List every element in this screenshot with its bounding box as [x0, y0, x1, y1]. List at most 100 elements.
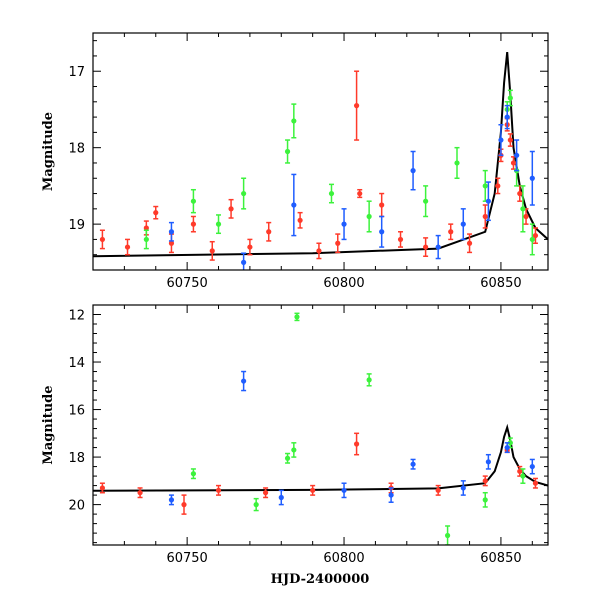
top-point [241, 252, 247, 270]
bottom-point [482, 475, 488, 487]
top-point [485, 181, 491, 222]
data-marker [99, 236, 106, 243]
data-marker [444, 532, 451, 539]
bottom-point [278, 489, 284, 506]
data-marker [379, 202, 385, 208]
data-marker [335, 240, 341, 246]
top-point [448, 223, 454, 241]
data-marker [454, 160, 460, 166]
data-marker [397, 236, 404, 243]
x-tick-label: 60800 [323, 551, 364, 566]
x-tick-label: 60850 [480, 276, 521, 291]
top-point [241, 177, 247, 210]
top-point [316, 242, 322, 260]
y-tick-label: 14 [68, 356, 85, 371]
top-point [124, 238, 131, 256]
bottom-y-axis-label: Magnitude [41, 385, 56, 464]
top-point [495, 177, 501, 195]
data-marker [498, 137, 504, 143]
data-marker [423, 244, 429, 250]
bottom-point [482, 491, 488, 508]
top-point [507, 89, 513, 107]
data-marker [485, 198, 491, 204]
data-marker [460, 485, 466, 491]
bottom-point [485, 453, 491, 470]
top-point [435, 234, 441, 260]
data-marker [137, 490, 143, 496]
data-marker [529, 463, 535, 470]
data-marker [357, 190, 363, 197]
bottom-point [341, 482, 347, 499]
data-marker [366, 377, 372, 383]
bottom-point [190, 468, 197, 480]
y-tick-label: 18 [68, 451, 85, 466]
data-marker [520, 473, 526, 479]
top-point [510, 156, 517, 170]
bottom-point [388, 487, 394, 503]
top-point [341, 208, 347, 241]
bottom-plot-frame [92, 304, 549, 546]
top-point [284, 139, 291, 164]
data-marker [241, 378, 247, 384]
top-point [482, 204, 488, 229]
bottom-point [294, 312, 300, 322]
top-point [291, 173, 297, 237]
bottom-point [532, 477, 539, 489]
data-marker [507, 137, 513, 143]
data-marker [99, 485, 106, 491]
bottom-point [353, 432, 360, 456]
data-marker [517, 190, 523, 197]
y-tick-label: 17 [68, 65, 85, 80]
top-point [357, 188, 363, 199]
x-tick-label: 60850 [480, 551, 521, 566]
data-marker [253, 502, 259, 508]
data-marker [482, 478, 488, 484]
top-axis-ticks: 60750 60800 60850 17 18 19 [68, 33, 548, 291]
top-point [523, 208, 529, 225]
data-marker [388, 492, 394, 498]
top-point [410, 150, 416, 191]
data-marker [341, 221, 347, 227]
data-marker [353, 103, 360, 109]
data-marker [448, 229, 454, 235]
top-point [291, 103, 297, 139]
data-marker [353, 441, 360, 447]
top-point [460, 208, 466, 241]
bottom-panel: 60750 60800 60850 12 14 16 18 20 Magnitude HJD-… [41, 304, 549, 587]
bottom-point [215, 484, 222, 496]
bottom-model-curve [93, 423, 548, 492]
data-marker [366, 213, 372, 220]
top-data-points [99, 70, 539, 270]
data-marker [410, 461, 416, 467]
data-marker [482, 183, 488, 189]
bottom-axis-ticks: 60750 60800 60850 12 14 16 18 20 [68, 304, 548, 566]
y-tick-label: 12 [68, 309, 85, 324]
data-marker [294, 314, 300, 320]
bottom-point [99, 482, 106, 494]
data-marker [310, 487, 316, 493]
data-marker [153, 210, 159, 216]
data-marker [504, 444, 510, 451]
top-point [190, 188, 197, 214]
data-marker [532, 232, 539, 239]
data-marker [284, 455, 291, 461]
top-point [520, 185, 526, 233]
top-point [190, 215, 197, 233]
data-marker [168, 497, 175, 503]
data-marker [328, 190, 335, 197]
data-marker [482, 213, 488, 220]
x-tick-label: 60750 [166, 276, 207, 291]
data-marker [517, 468, 523, 474]
data-marker [241, 259, 247, 265]
data-marker [435, 487, 441, 493]
data-marker [215, 221, 222, 227]
top-point [482, 169, 488, 202]
top-point [507, 133, 513, 147]
top-point [532, 227, 539, 244]
data-marker [460, 221, 466, 227]
bottom-point [310, 484, 316, 496]
top-point [498, 123, 504, 157]
data-marker [266, 229, 272, 235]
y-tick-label: 16 [68, 404, 85, 419]
